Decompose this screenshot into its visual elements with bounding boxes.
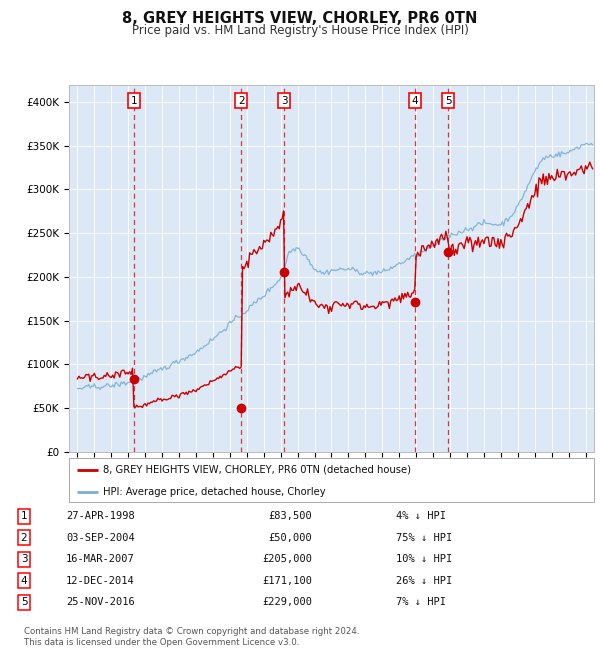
Text: 4% ↓ HPI: 4% ↓ HPI [396, 512, 446, 521]
Text: 16-MAR-2007: 16-MAR-2007 [66, 554, 135, 564]
Text: Price paid vs. HM Land Registry's House Price Index (HPI): Price paid vs. HM Land Registry's House … [131, 24, 469, 37]
Text: £50,000: £50,000 [268, 533, 312, 543]
Text: 12-DEC-2014: 12-DEC-2014 [66, 576, 135, 586]
Text: 8, GREY HEIGHTS VIEW, CHORLEY, PR6 0TN (detached house): 8, GREY HEIGHTS VIEW, CHORLEY, PR6 0TN (… [103, 465, 411, 474]
Text: 2: 2 [20, 533, 28, 543]
Text: 1: 1 [130, 96, 137, 105]
Text: 5: 5 [20, 597, 28, 607]
Text: 25-NOV-2016: 25-NOV-2016 [66, 597, 135, 607]
Text: 4: 4 [412, 96, 418, 105]
Text: 7% ↓ HPI: 7% ↓ HPI [396, 597, 446, 607]
Text: 27-APR-1998: 27-APR-1998 [66, 512, 135, 521]
Text: 03-SEP-2004: 03-SEP-2004 [66, 533, 135, 543]
Text: HPI: Average price, detached house, Chorley: HPI: Average price, detached house, Chor… [103, 487, 326, 497]
Text: £205,000: £205,000 [262, 554, 312, 564]
Text: 4: 4 [20, 576, 28, 586]
Text: 3: 3 [281, 96, 287, 105]
Text: 26% ↓ HPI: 26% ↓ HPI [396, 576, 452, 586]
Text: 10% ↓ HPI: 10% ↓ HPI [396, 554, 452, 564]
Text: 75% ↓ HPI: 75% ↓ HPI [396, 533, 452, 543]
Text: 2: 2 [238, 96, 245, 105]
Text: 5: 5 [445, 96, 452, 105]
Text: 1: 1 [20, 512, 28, 521]
Text: 3: 3 [20, 554, 28, 564]
Text: £83,500: £83,500 [268, 512, 312, 521]
Text: £229,000: £229,000 [262, 597, 312, 607]
Text: Contains HM Land Registry data © Crown copyright and database right 2024.
This d: Contains HM Land Registry data © Crown c… [24, 627, 359, 647]
Text: £171,100: £171,100 [262, 576, 312, 586]
Text: 8, GREY HEIGHTS VIEW, CHORLEY, PR6 0TN: 8, GREY HEIGHTS VIEW, CHORLEY, PR6 0TN [122, 11, 478, 26]
